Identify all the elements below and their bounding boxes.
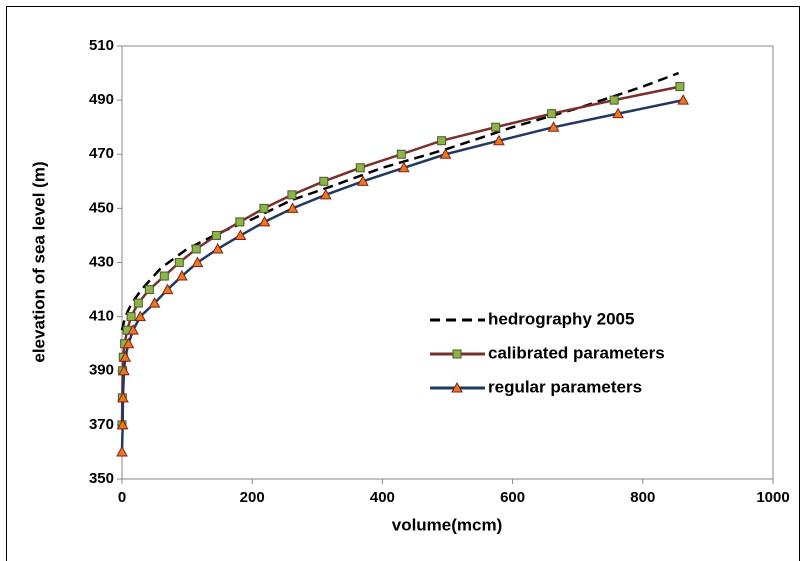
- data-point: [117, 391, 129, 403]
- data-point: [287, 190, 297, 200]
- data-point: [191, 244, 201, 254]
- data-point: [357, 175, 369, 186]
- data-point: [134, 310, 147, 322]
- data-point: [677, 94, 690, 105]
- data-point: [174, 258, 184, 267]
- x-tick-label: 1000: [756, 489, 789, 506]
- y-tick-label: 470: [89, 145, 114, 162]
- y-tick-label: 370: [89, 416, 114, 433]
- data-point: [176, 270, 188, 281]
- legend-marker: [451, 381, 463, 393]
- x-tick-label: 600: [500, 489, 525, 506]
- series-line: [120, 71, 680, 331]
- y-tick-label: 390: [89, 362, 114, 379]
- legend-label: hedrography 2005: [488, 309, 634, 328]
- y-tick-label: 510: [89, 37, 114, 54]
- data-point: [491, 122, 501, 132]
- legend-marker: [452, 349, 462, 359]
- data-point: [144, 285, 154, 295]
- data-point: [439, 148, 452, 159]
- data-point: [319, 176, 329, 186]
- y-tick-label: 450: [89, 199, 114, 216]
- x-tick-label: 200: [240, 489, 265, 506]
- legend-label: regular parameters: [488, 377, 642, 396]
- data-point: [161, 283, 174, 295]
- data-point: [234, 229, 247, 240]
- data-point: [319, 188, 332, 200]
- data-point: [286, 202, 299, 213]
- data-point: [235, 217, 245, 227]
- legend-label: calibrated parameters: [488, 343, 665, 362]
- data-point: [437, 136, 447, 146]
- x-axis-label: volume(mcm): [392, 515, 503, 534]
- data-point: [116, 418, 129, 430]
- data-point: [126, 312, 136, 322]
- data-point: [133, 298, 143, 308]
- y-tick-label: 430: [89, 253, 114, 270]
- data-point: [159, 271, 169, 281]
- data-point: [191, 256, 204, 267]
- data-point: [127, 324, 139, 335]
- data-point: [119, 351, 132, 362]
- y-tick-label: 410: [89, 308, 114, 325]
- frame: [6, 6, 800, 561]
- y-axis-label: elevation of sea level (m): [29, 161, 48, 362]
- data-point: [122, 337, 135, 349]
- data-point: [547, 121, 560, 132]
- data-point: [211, 242, 224, 254]
- data-point: [609, 95, 619, 105]
- data-point: [118, 364, 130, 376]
- data-point: [612, 107, 624, 119]
- data-point: [259, 203, 269, 213]
- data-point: [396, 149, 406, 159]
- data-point: [547, 109, 557, 119]
- plot-area: [121, 45, 774, 480]
- data-point: [398, 161, 410, 173]
- data-point: [493, 134, 505, 146]
- data-point: [116, 445, 128, 457]
- data-point: [675, 82, 685, 92]
- data-point: [148, 297, 161, 308]
- x-tick-label: 400: [370, 489, 395, 506]
- data-point: [258, 215, 271, 227]
- data-point: [211, 230, 221, 240]
- y-tick-label: 350: [89, 470, 114, 487]
- x-tick-label: 800: [630, 489, 655, 506]
- data-point: [355, 163, 365, 173]
- y-tick-label: 490: [89, 91, 114, 108]
- x-tick-label: 0: [118, 489, 126, 506]
